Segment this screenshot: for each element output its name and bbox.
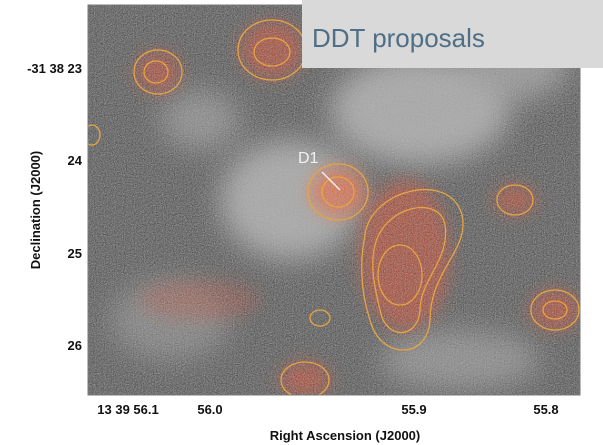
annotation: D1 [298,150,319,167]
x-tick-label: 55.8 [533,402,558,417]
x-axis-label: Right Ascension (J2000) [270,428,421,443]
y-tick-label: 25 [68,246,82,261]
slide-title: DDT proposals [312,23,485,53]
y-tick-label: 24 [68,153,83,168]
slide: D1 DDT proposals -31 38 23 24 25 26 13 3… [0,0,603,445]
x-tick-label: 56.0 [197,402,222,417]
y-tick-label: 26 [68,338,82,353]
x-tick-label: 13 39 56.1 [97,402,158,417]
y-axis-label: Declination (J2000) [28,151,43,270]
y-tick-label: -31 38 23 [27,61,82,76]
x-tick-label: 55.9 [401,402,426,417]
